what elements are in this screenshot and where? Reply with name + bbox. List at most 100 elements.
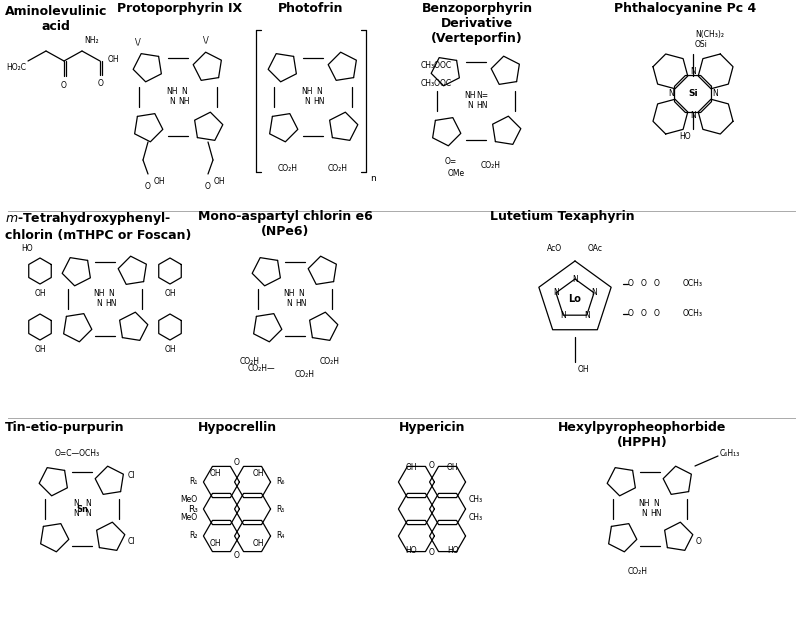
Text: $\mathit{m}$-Tetrahydroxyphenyl-
chlorin (mTHPC or Foscan): $\mathit{m}$-Tetrahydroxyphenyl- chlorin… — [5, 210, 191, 242]
Text: N: N — [96, 299, 102, 308]
Text: N: N — [286, 299, 291, 308]
Text: n: n — [370, 174, 375, 183]
Text: R₄: R₄ — [276, 532, 284, 540]
Text: OH: OH — [34, 289, 46, 298]
Text: N: N — [169, 97, 175, 106]
Text: \/: \/ — [203, 35, 209, 45]
Text: OH: OH — [253, 540, 264, 548]
Text: HO: HO — [678, 132, 691, 141]
Text: N: N — [689, 111, 695, 121]
Text: N: N — [73, 499, 79, 508]
Text: Si: Si — [687, 89, 697, 99]
Text: OH: OH — [577, 365, 589, 374]
Text: CH₃: CH₃ — [468, 496, 482, 504]
Text: N=: N= — [476, 91, 488, 101]
Text: NH: NH — [301, 87, 312, 96]
Text: OSi: OSi — [695, 40, 707, 49]
Text: R₂: R₂ — [189, 532, 197, 540]
Text: Aminolevulinic
acid: Aminolevulinic acid — [5, 5, 107, 33]
Text: O: O — [233, 458, 240, 467]
Text: NH: NH — [178, 97, 189, 106]
Text: Hexylpyropheophorbide
(HPPH): Hexylpyropheophorbide (HPPH) — [557, 421, 725, 449]
Text: OH: OH — [34, 345, 46, 354]
Text: C₆H₁₃: C₆H₁₃ — [719, 450, 739, 459]
Text: CH₃OOC: CH₃OOC — [420, 62, 452, 70]
Text: OH: OH — [209, 469, 221, 479]
Text: CO₂H: CO₂H — [240, 357, 260, 366]
Text: NH: NH — [166, 87, 177, 96]
Text: N: N — [560, 311, 565, 320]
Text: CO₂H: CO₂H — [320, 357, 339, 366]
Text: OH: OH — [107, 55, 119, 64]
Text: NH: NH — [283, 289, 294, 299]
Text: Benzoporphyrin
Derivative
(Verteporfin): Benzoporphyrin Derivative (Verteporfin) — [421, 2, 532, 45]
Text: Cl: Cl — [128, 538, 136, 547]
Text: HN: HN — [650, 509, 661, 518]
Text: Hypocrellin: Hypocrellin — [197, 421, 276, 434]
Text: N: N — [590, 288, 596, 298]
Text: HO₂C: HO₂C — [6, 63, 26, 72]
Text: Protoporphyrin IX: Protoporphyrin IX — [117, 2, 242, 15]
Text: N: N — [667, 89, 673, 99]
Text: OH: OH — [154, 177, 165, 186]
Text: N: N — [298, 289, 303, 299]
Text: MeO: MeO — [180, 513, 197, 523]
Text: OH: OH — [405, 463, 417, 472]
Text: N: N — [304, 97, 310, 106]
Text: OH: OH — [164, 289, 176, 298]
Text: N: N — [85, 499, 91, 508]
Text: Lo: Lo — [568, 294, 581, 304]
Text: OMe: OMe — [447, 169, 464, 178]
Text: CO₂H—: CO₂H— — [247, 364, 274, 373]
Text: N: N — [108, 289, 114, 299]
Text: O=: O= — [444, 157, 456, 165]
Text: N: N — [85, 509, 91, 518]
Text: O   O   O: O O O — [627, 279, 659, 289]
Text: HN: HN — [313, 97, 324, 106]
Text: Lutetium Texaphyrin: Lutetium Texaphyrin — [489, 210, 634, 223]
Text: HN: HN — [105, 299, 116, 308]
Text: CH₃: CH₃ — [468, 513, 482, 523]
Text: O: O — [428, 461, 435, 470]
Text: N: N — [316, 87, 322, 96]
Text: N(CH₃)₂: N(CH₃)₂ — [695, 30, 723, 39]
Text: HN: HN — [476, 101, 487, 111]
Text: Cl: Cl — [128, 472, 136, 481]
Text: OH: OH — [164, 345, 176, 354]
Text: MeO: MeO — [180, 496, 197, 504]
Text: O: O — [233, 551, 240, 560]
Text: OH: OH — [209, 540, 221, 548]
Text: N: N — [689, 67, 695, 77]
Text: OCH₃: OCH₃ — [683, 279, 702, 289]
Text: N: N — [553, 288, 558, 298]
Text: Hypericin: Hypericin — [399, 421, 464, 434]
Text: N: N — [640, 509, 646, 518]
Text: NH₂: NH₂ — [84, 36, 99, 45]
Text: Phthalocyanine Pc 4: Phthalocyanine Pc 4 — [613, 2, 755, 15]
Text: O: O — [98, 79, 103, 88]
Text: N: N — [181, 87, 187, 96]
Text: Sn: Sn — [76, 504, 88, 513]
Text: R₃: R₃ — [188, 504, 197, 513]
Text: CO₂H: CO₂H — [480, 161, 500, 170]
Text: R₁: R₁ — [189, 477, 197, 486]
Text: O: O — [205, 182, 211, 191]
Text: HN: HN — [295, 299, 306, 308]
Text: OAc: OAc — [587, 244, 602, 253]
Text: OH: OH — [446, 463, 458, 472]
Text: O   O   O: O O O — [627, 309, 659, 318]
Text: CO₂H: CO₂H — [277, 164, 298, 173]
Text: OH: OH — [214, 177, 225, 186]
Text: NH: NH — [638, 499, 649, 508]
Text: CH₃OOC: CH₃OOC — [420, 79, 452, 87]
Text: HO: HO — [405, 546, 417, 555]
Text: Photofrin: Photofrin — [278, 2, 343, 15]
Text: OH: OH — [253, 469, 264, 479]
Text: OCH₃: OCH₃ — [683, 309, 702, 318]
Text: Tin-etio-purpurin: Tin-etio-purpurin — [5, 421, 124, 434]
Text: N: N — [583, 311, 589, 320]
Text: O=C—OCH₃: O=C—OCH₃ — [55, 449, 99, 458]
Text: Mono-aspartyl chlorin e6
(NPe6): Mono-aspartyl chlorin e6 (NPe6) — [197, 210, 372, 238]
Text: N: N — [467, 101, 472, 111]
Text: O: O — [61, 81, 67, 90]
